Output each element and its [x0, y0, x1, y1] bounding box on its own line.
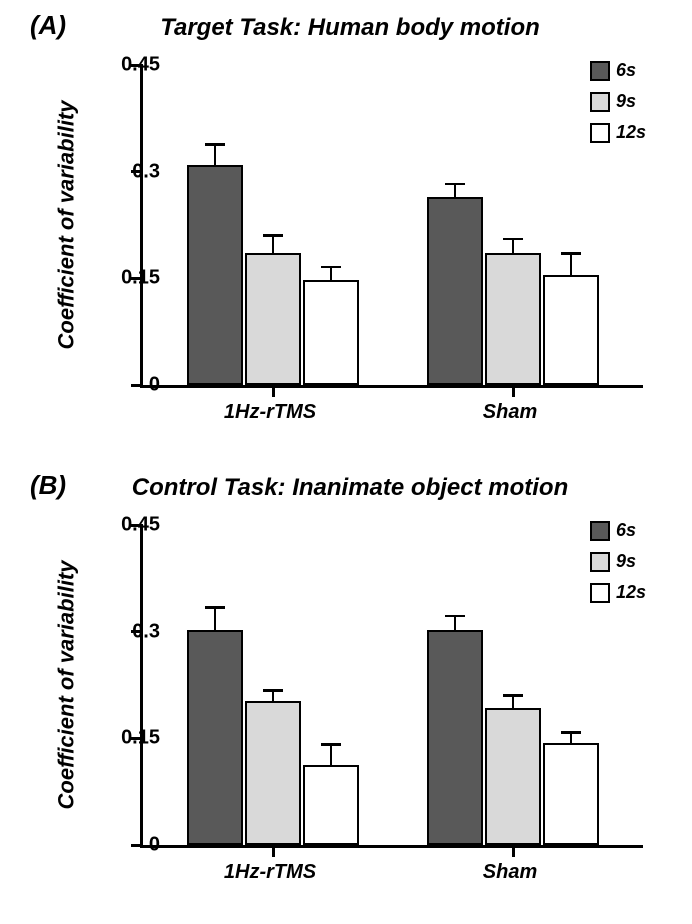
x-tick: [272, 845, 275, 857]
x-tick-label: Sham: [483, 861, 537, 884]
error-bar-cap: [503, 238, 523, 241]
legend-label: 9s: [616, 91, 636, 112]
legend-swatch: [590, 583, 610, 603]
legend-item: 9s: [590, 91, 660, 112]
legend-swatch: [590, 552, 610, 572]
error-bar-cap: [205, 143, 225, 146]
error-bar-stem: [214, 145, 217, 165]
bar: [303, 280, 359, 385]
error-bar-stem: [272, 236, 275, 254]
bar: [427, 630, 483, 845]
error-bar-stem: [272, 691, 275, 702]
x-tick-label: Sham: [483, 401, 537, 424]
panel-b: (B)Control Task: Inanimate object motion…: [30, 470, 670, 900]
y-tick-label: 0.3: [100, 620, 160, 643]
bar: [485, 253, 541, 385]
error-bar-cap: [321, 743, 341, 746]
legend-item: 12s: [590, 122, 660, 143]
bar: [187, 165, 243, 385]
legend-label: 6s: [616, 60, 636, 81]
y-tick-label: 0.3: [100, 160, 160, 183]
error-bar-stem: [454, 616, 457, 630]
bar: [245, 701, 301, 845]
legend-label: 9s: [616, 551, 636, 572]
error-bar-cap: [205, 606, 225, 609]
x-tick: [512, 385, 515, 397]
legend: 6s 9s 12s: [590, 520, 660, 613]
error-bar-stem: [330, 745, 333, 765]
error-bar-cap: [503, 694, 523, 697]
y-tick-label: 0.45: [100, 514, 160, 537]
error-bar-cap: [263, 234, 283, 237]
error-bar-stem: [512, 696, 515, 709]
x-tick-label: 1Hz-rTMS: [224, 861, 316, 884]
legend-swatch: [590, 61, 610, 81]
legend-label: 12s: [616, 582, 646, 603]
panel-title: Target Task: Human body motion: [30, 14, 670, 42]
error-bar-cap: [445, 615, 465, 618]
bar: [187, 630, 243, 845]
legend-item: 6s: [590, 520, 660, 541]
error-bar-cap: [445, 183, 465, 186]
legend-swatch: [590, 521, 610, 541]
legend-swatch: [590, 92, 610, 112]
plot-area: [140, 525, 643, 848]
bar: [485, 708, 541, 845]
plot-area: [140, 65, 643, 388]
bar: [543, 743, 599, 845]
error-bar-cap: [561, 731, 581, 734]
legend-swatch: [590, 123, 610, 143]
bar: [245, 253, 301, 385]
x-tick: [272, 385, 275, 397]
error-bar-stem: [570, 253, 573, 274]
panel-a: (A)Target Task: Human body motionCoeffic…: [30, 10, 670, 440]
y-tick-label: 0.45: [100, 54, 160, 77]
error-bar-cap: [561, 252, 581, 255]
y-tick-label: 0.15: [100, 727, 160, 750]
error-bar-stem: [214, 607, 217, 630]
error-bar-stem: [570, 733, 573, 744]
error-bar-stem: [512, 239, 515, 253]
y-tick-label: 0: [100, 834, 160, 857]
error-bar-cap: [263, 689, 283, 692]
panel-title: Control Task: Inanimate object motion: [30, 474, 670, 502]
error-bar-stem: [454, 184, 457, 197]
bar: [543, 275, 599, 385]
error-bar-stem: [330, 267, 333, 280]
x-tick: [512, 845, 515, 857]
figure: (A)Target Task: Human body motionCoeffic…: [0, 0, 692, 924]
x-tick-label: 1Hz-rTMS: [224, 401, 316, 424]
legend-label: 12s: [616, 122, 646, 143]
legend: 6s 9s 12s: [590, 60, 660, 153]
legend-item: 6s: [590, 60, 660, 81]
y-tick-label: 0: [100, 374, 160, 397]
bar: [303, 765, 359, 845]
y-axis-label: Coefficient of variability: [52, 65, 80, 385]
y-axis-label: Coefficient of variability: [52, 525, 80, 845]
legend-label: 6s: [616, 520, 636, 541]
y-tick-label: 0.15: [100, 267, 160, 290]
legend-item: 12s: [590, 582, 660, 603]
bar: [427, 197, 483, 385]
error-bar-cap: [321, 266, 341, 269]
legend-item: 9s: [590, 551, 660, 572]
